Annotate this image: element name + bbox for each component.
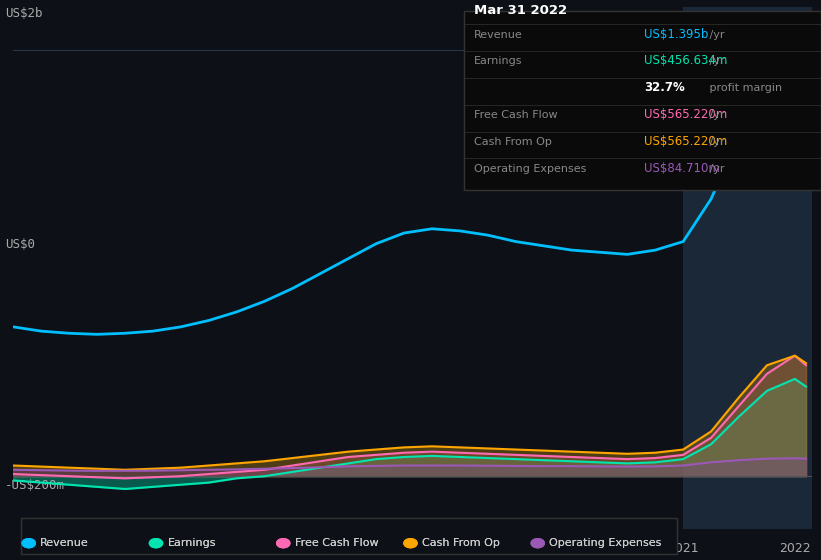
Text: /yr: /yr <box>706 164 725 174</box>
Text: Operating Expenses: Operating Expenses <box>549 538 662 548</box>
Text: Revenue: Revenue <box>474 30 522 40</box>
Text: 2017: 2017 <box>221 542 253 556</box>
Text: Cash From Op: Cash From Op <box>474 137 552 147</box>
Text: US$2b: US$2b <box>5 7 43 20</box>
Text: 2020: 2020 <box>556 542 587 556</box>
Text: Free Cash Flow: Free Cash Flow <box>474 110 557 120</box>
Text: Earnings: Earnings <box>474 57 522 67</box>
Text: 2022: 2022 <box>779 542 810 556</box>
Text: /yr: /yr <box>706 30 725 40</box>
Text: Earnings: Earnings <box>167 538 216 548</box>
Text: US$565.220m: US$565.220m <box>644 135 727 148</box>
Text: 32.7%: 32.7% <box>644 81 686 94</box>
Text: -US$200m: -US$200m <box>5 479 66 492</box>
Text: Cash From Op: Cash From Op <box>422 538 500 548</box>
Text: 2021: 2021 <box>667 542 699 556</box>
Text: US$84.710m: US$84.710m <box>644 162 720 175</box>
Text: 2019: 2019 <box>444 542 475 556</box>
Text: Free Cash Flow: Free Cash Flow <box>295 538 378 548</box>
Text: /yr: /yr <box>706 57 725 67</box>
Text: Revenue: Revenue <box>40 538 89 548</box>
Text: US$1.395b: US$1.395b <box>644 27 709 40</box>
Text: US$0: US$0 <box>5 238 35 251</box>
Text: 2018: 2018 <box>333 542 365 556</box>
Text: Cash From Op: Cash From Op <box>422 538 500 548</box>
Text: Revenue: Revenue <box>40 538 89 548</box>
Text: profit margin: profit margin <box>706 83 782 94</box>
Text: Earnings: Earnings <box>167 538 216 548</box>
Text: Free Cash Flow: Free Cash Flow <box>295 538 378 548</box>
Bar <box>683 7 812 530</box>
Text: /yr: /yr <box>706 110 725 120</box>
Text: US$456.634m: US$456.634m <box>644 54 728 67</box>
Text: Operating Expenses: Operating Expenses <box>474 164 586 174</box>
Text: Mar 31 2022: Mar 31 2022 <box>474 4 566 17</box>
Text: Operating Expenses: Operating Expenses <box>549 538 662 548</box>
Text: 2016: 2016 <box>109 542 140 556</box>
Text: /yr: /yr <box>706 137 725 147</box>
Text: US$565.220m: US$565.220m <box>644 108 727 121</box>
